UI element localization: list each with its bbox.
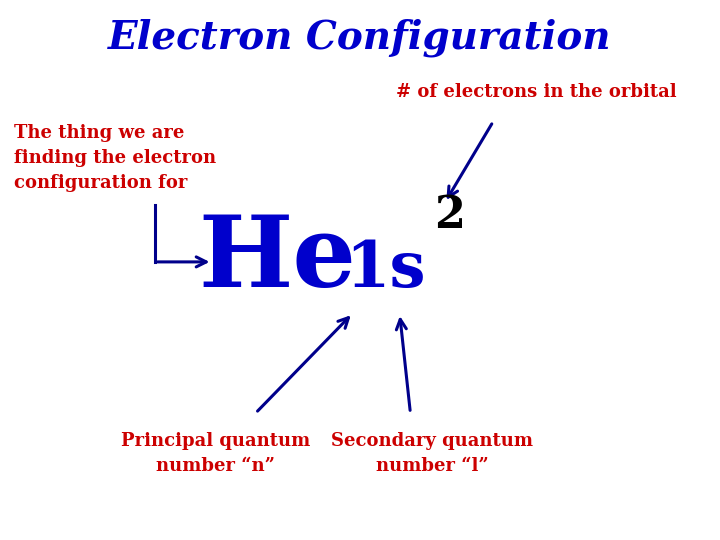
Text: He: He	[198, 211, 356, 308]
Text: 1s: 1s	[345, 240, 426, 300]
Text: Electron Configuration: Electron Configuration	[108, 18, 612, 57]
Text: The thing we are
finding the electron
configuration for: The thing we are finding the electron co…	[14, 124, 217, 192]
Text: 2: 2	[434, 194, 466, 238]
Text: Principal quantum
number “n”: Principal quantum number “n”	[122, 432, 310, 475]
Text: # of electrons in the orbital: # of electrons in the orbital	[396, 83, 677, 101]
Text: Secondary quantum
number “l”: Secondary quantum number “l”	[331, 432, 533, 475]
